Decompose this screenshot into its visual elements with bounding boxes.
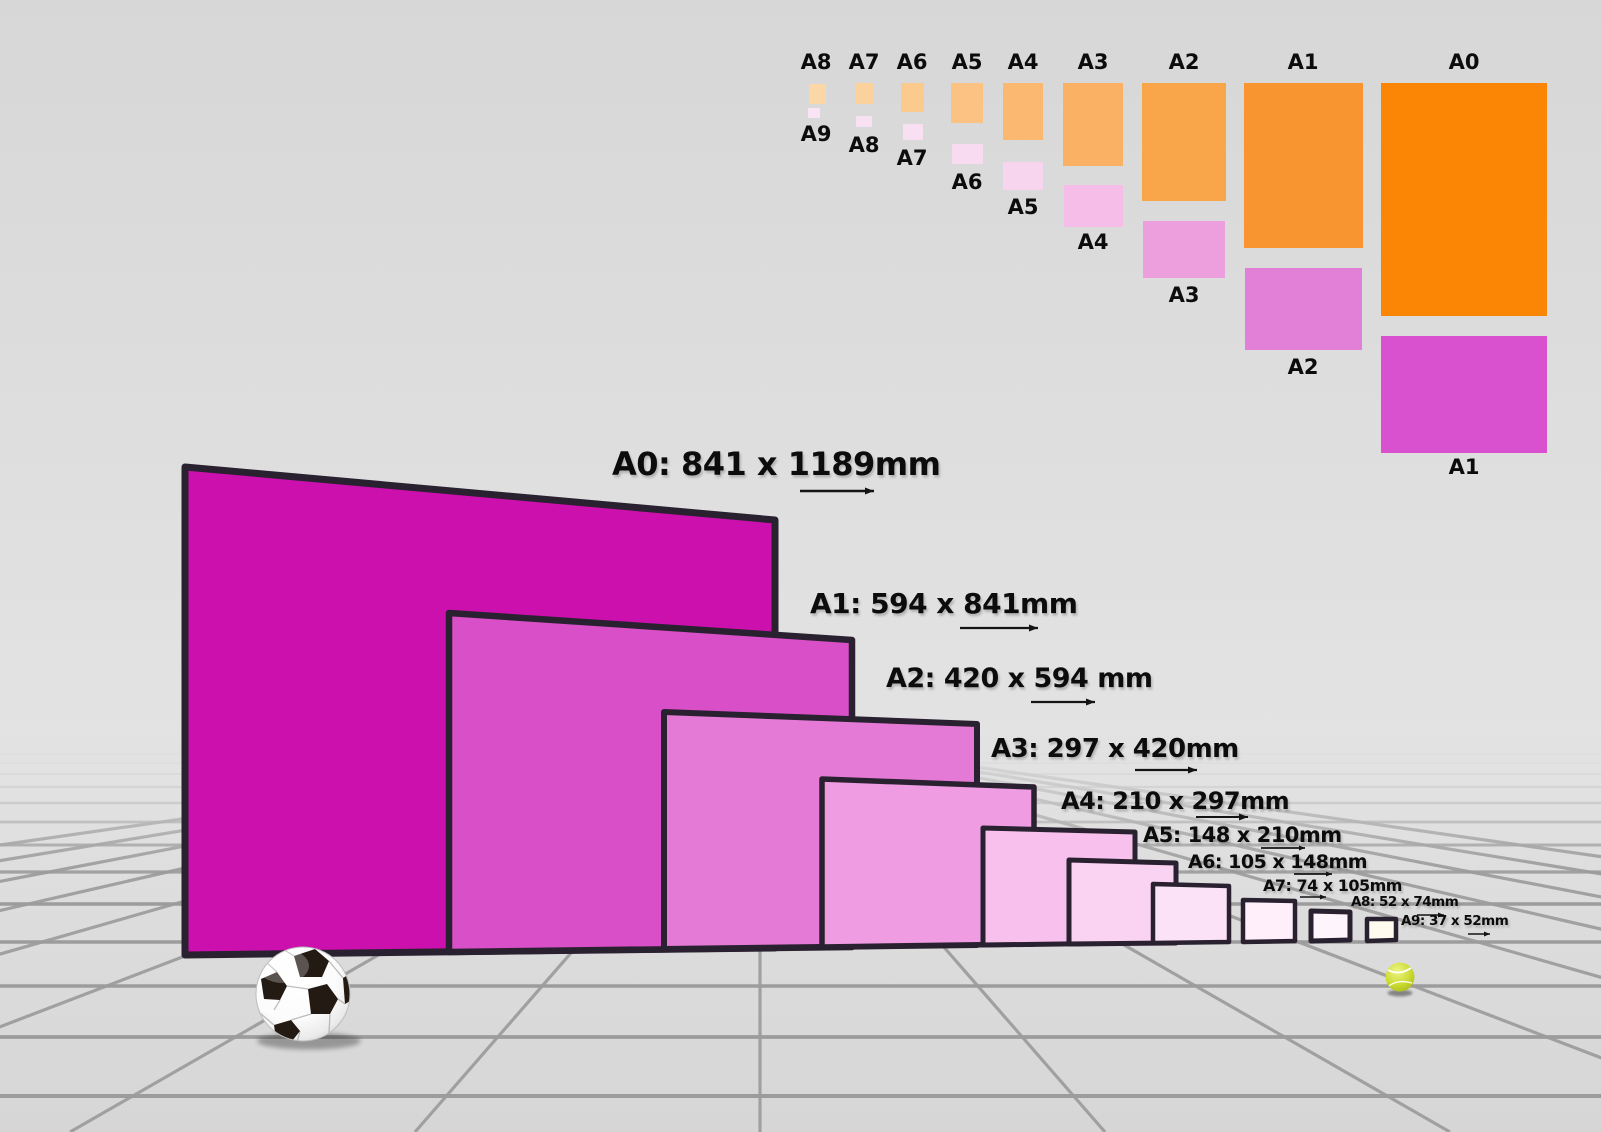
sheet-label-a5: A5: 148 x 210mm [1143,823,1342,847]
swatch-a3-landscape [1143,221,1225,278]
top-chart-sublabel-a7: A7 [896,146,928,170]
top-chart-sublabel-a4: A4 [1077,230,1109,254]
swatch-a1-landscape [1381,336,1547,453]
sheet-label-a2: A2: 420 x 594 mm [886,663,1153,694]
standing-sheets [181,463,1399,959]
top-chart-sublabel-a5: A5 [1007,195,1039,219]
swatch-a8-landscape [856,116,872,127]
sheet-a6 [1150,881,1232,946]
sheet-label-a8: A8: 52 x 74mm [1351,894,1459,910]
sheet-a8 [1308,908,1353,944]
swatch-a2-landscape [1245,268,1362,350]
swatch-a4-portrait [1003,83,1043,140]
top-chart-label-a7: A7 [848,50,880,74]
top-chart-label-a2: A2 [1168,50,1200,74]
top-chart-sublabel-a3: A3 [1168,283,1200,307]
swatch-a8-portrait [809,84,826,104]
top-chart-label-a4: A4 [1007,50,1039,74]
dimension-arrows [800,487,1490,937]
sheet-label-a1: A1: 594 x 841mm [810,587,1078,620]
swatch-a3-portrait [1063,83,1123,166]
top-chart-label-a0: A0 [1448,50,1480,74]
swatch-a2-portrait [1142,83,1226,201]
top-chart-sublabel-a6: A6 [951,170,983,194]
swatch-a1-portrait [1244,83,1363,248]
swatch-a5-portrait [951,83,983,123]
sheet-a9 [1364,916,1399,944]
swatch-a9-landscape [808,108,820,118]
swatch-a4-landscape [1064,185,1123,227]
swatch-a0-portrait [1381,83,1547,316]
top-chart-label-a5: A5 [951,50,983,74]
swatch-a6-portrait [901,83,924,112]
swatch-a7-landscape [903,124,923,140]
sheet-label-a7: A7: 74 x 105mm [1263,876,1402,895]
sheet-label-a4: A4: 210 x 297mm [1061,787,1290,815]
tennis-ball-shadow [1387,989,1413,997]
size-chart-swatches [808,83,1547,453]
sheet-label-a6: A6: 105 x 148mm [1188,851,1368,873]
top-chart-label-a1: A1 [1287,50,1319,74]
tennis-ball-seam [1388,980,1413,987]
top-chart-sublabel-a2: A2 [1287,355,1319,379]
top-chart-label-a6: A6 [896,50,928,74]
swatch-a7-portrait [855,83,874,104]
top-chart-sublabel-a9: A9 [800,122,832,146]
top-chart-sublabel-a8: A8 [848,133,880,157]
swatch-a5-landscape [1003,162,1043,190]
soccer-ball-body [255,946,351,1042]
sheet-label-a0: A0: 841 x 1189mm [612,445,941,483]
tennis-ball-seam [1387,967,1412,974]
top-chart-sublabel-a1: A1 [1448,455,1480,479]
swatch-a6-landscape [952,144,983,164]
sheet-label-a3: A3: 297 x 420mm [991,734,1239,764]
top-chart-label-a3: A3 [1077,50,1109,74]
sheet-label-a9: A9: 37 x 52mm [1401,913,1509,929]
top-chart-label-a8: A8 [800,50,832,74]
sheet-a7 [1240,897,1298,945]
tennis-ball-body [1385,962,1415,992]
tennis-ball [1385,962,1415,997]
